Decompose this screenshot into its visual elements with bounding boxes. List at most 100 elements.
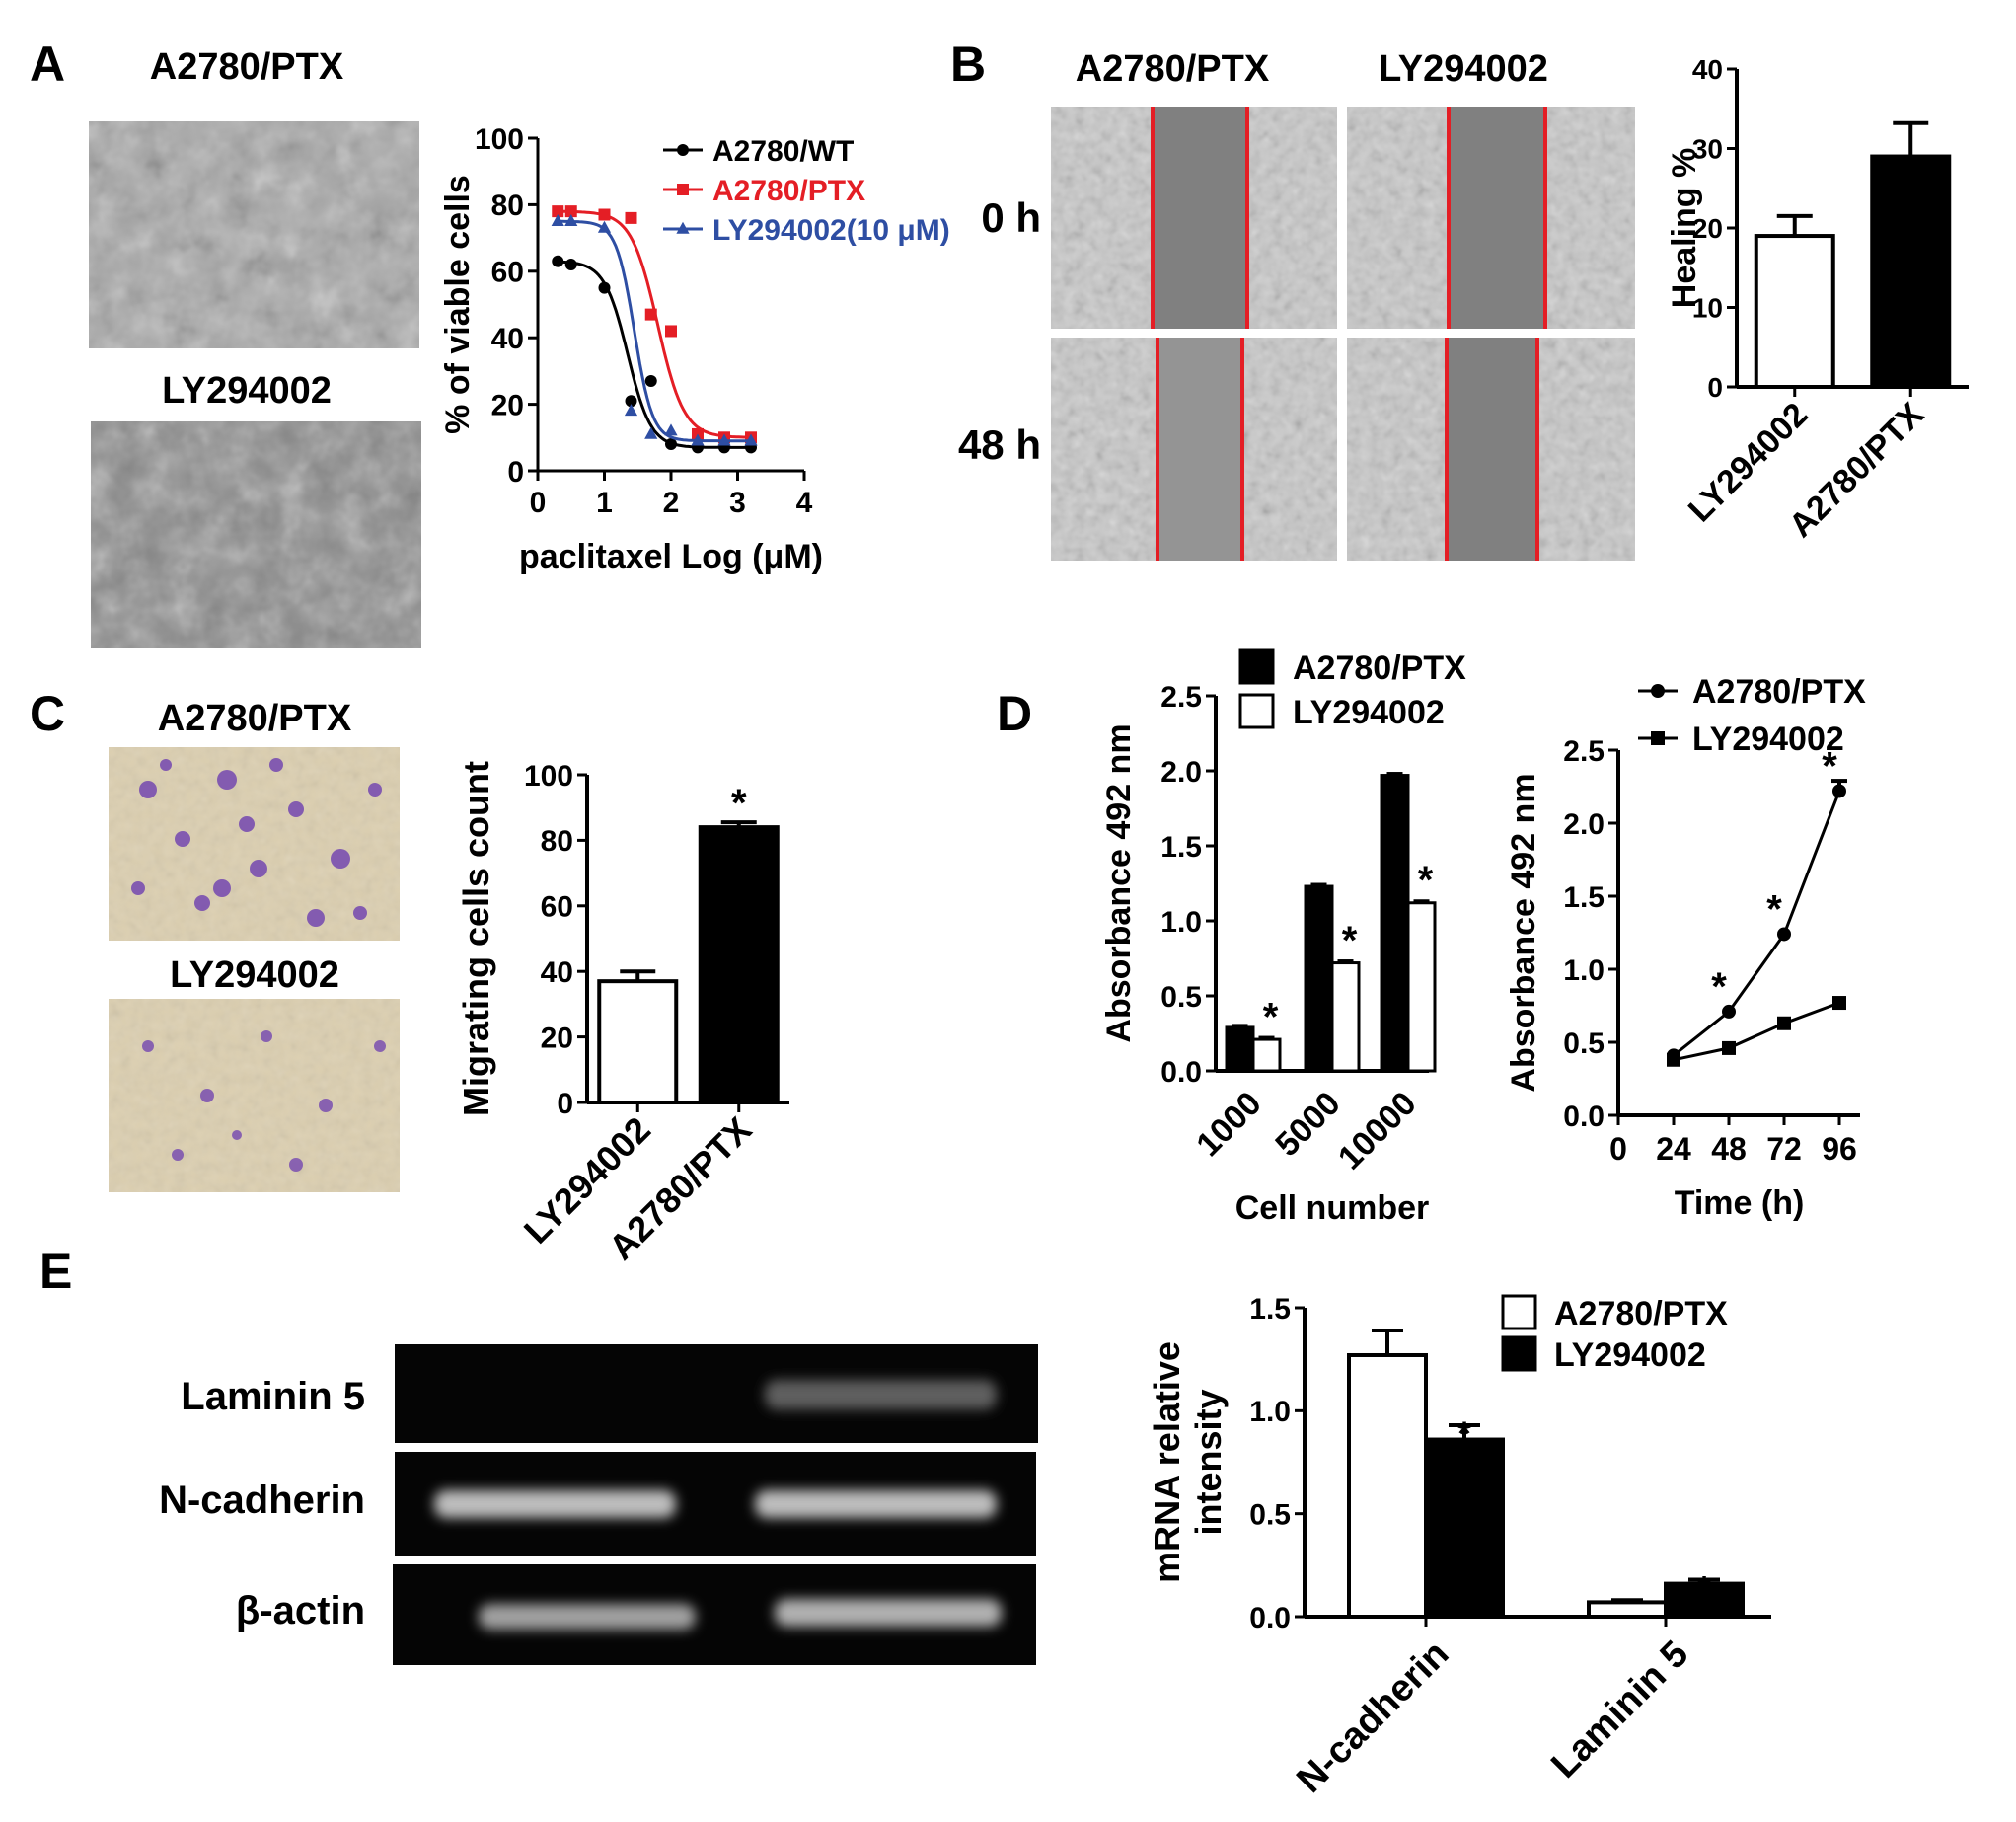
blot-label-ncadherin: N-cadherin — [159, 1479, 365, 1522]
x-axis-label: Cell number — [1235, 1189, 1429, 1227]
significance-mark: * — [1697, 1569, 1711, 1607]
blot-label-laminin: Laminin 5 — [181, 1375, 365, 1418]
bar-0 — [597, 979, 679, 1104]
gel-ncadherin — [395, 1452, 1036, 1556]
significance-mark: * — [1418, 859, 1434, 902]
legend-marker — [1651, 731, 1665, 745]
legend-label: A2780/PTX — [712, 175, 865, 207]
bar-0 — [1754, 234, 1835, 389]
legend-label: A2780/PTX — [1692, 673, 1866, 711]
legend-swatch — [1501, 1294, 1537, 1330]
micrograph-a-bottom — [91, 421, 421, 648]
y-tick-label: 40 — [541, 956, 573, 989]
bar-0-0 — [1347, 1352, 1428, 1619]
data-point — [1777, 1016, 1791, 1030]
x-tick-label: 96 — [1822, 1131, 1857, 1167]
y-tick-label: 0 — [557, 1088, 573, 1120]
panel-letter-d: D — [997, 686, 1032, 741]
bar-0-1 — [1587, 1600, 1668, 1619]
scratch-image-ly-0h — [1347, 107, 1635, 329]
x-tick-label: 4 — [796, 487, 813, 519]
data-point — [564, 205, 577, 218]
x-tick-label: Laminin 5 — [1543, 1633, 1696, 1786]
y-axis-label: Migrating cells count — [456, 761, 496, 1116]
legend-swatch — [1501, 1335, 1537, 1372]
legend-label: A2780/PTX — [1554, 1295, 1728, 1332]
image-row-label-48h: 48 h — [958, 421, 1041, 468]
y-tick-label: 100 — [524, 760, 573, 793]
y-tick-label: 1.0 — [1563, 954, 1605, 987]
y-tick-label: 80 — [541, 825, 573, 858]
significance-mark: * — [1822, 744, 1837, 788]
chart-d-time: 0.0 0.5 1.0 1.5 2.0 2.5 0 24 48 72 96 Absorbance 49… — [1505, 673, 1866, 1222]
x-axis-label: paclitaxel Log (μM) — [519, 538, 823, 575]
legend-label: LY294002 — [1554, 1336, 1706, 1374]
y-tick-label: 0.5 — [1563, 1027, 1605, 1060]
data-point — [597, 220, 612, 233]
bar-0-0 — [1225, 1025, 1255, 1073]
chart-a-dose-response: 0 20 40 60 80 100 0 1 2 3 4 % of viable cells paclit… — [439, 123, 950, 575]
y-tick-label: 2.0 — [1160, 756, 1202, 789]
y-tick-label: 40 — [1692, 54, 1723, 85]
image-column-label-1: A2780/PTX — [1076, 48, 1270, 90]
y-tick-label: 2.5 — [1160, 681, 1202, 714]
y-tick-label: 0.5 — [1249, 1498, 1291, 1531]
y-tick-label: 60 — [541, 891, 573, 924]
x-tick-label: 24 — [1656, 1131, 1691, 1167]
bar-1-1 — [1330, 961, 1361, 1073]
panel-a: A A2780/PTX LY294002 0 20 40 60 80 100 0 1 2 3 4 % … — [30, 37, 950, 648]
y-axis-label: Absorbance 492 nm — [1505, 773, 1542, 1092]
y-tick-label: 1.5 — [1160, 831, 1202, 864]
y-tick-label: 10 — [1692, 293, 1723, 324]
y-tick-label: 20 — [491, 389, 524, 421]
y-tick-label: 0.5 — [1160, 981, 1202, 1014]
y-tick-label: 30 — [1692, 134, 1723, 165]
data-point — [1722, 1040, 1736, 1055]
y-tick-label: 2.5 — [1563, 735, 1605, 768]
gel-laminin — [395, 1344, 1038, 1443]
data-point — [644, 375, 657, 388]
scratch-image-ptx-0h — [1051, 107, 1337, 329]
panel-d: D 0.0 0.5 1.0 1.5 2.0 2.5 Absorbance 492 nm Cel… — [997, 648, 1866, 1227]
bar-1-2 — [1406, 901, 1437, 1073]
data-point — [1667, 1052, 1680, 1067]
scratch-image-ly-48h — [1347, 338, 1635, 561]
panel-letter-e: E — [39, 1244, 72, 1299]
y-axis-label: Healing % — [1666, 148, 1703, 308]
data-point — [598, 208, 611, 221]
legend-marker — [677, 184, 689, 195]
y-axis-label: % of viable cells — [439, 175, 477, 434]
data-point — [1832, 784, 1846, 798]
y-tick-label: 0.0 — [1160, 1056, 1202, 1089]
significance-mark: * — [1457, 1415, 1471, 1453]
bar-1-1 — [1664, 1581, 1745, 1619]
data-point — [1832, 996, 1846, 1011]
bar-0-2 — [1380, 774, 1410, 1073]
image-label-c-ly294002: LY294002 — [170, 954, 339, 996]
y-tick-label: 20 — [1692, 213, 1723, 244]
image-column-label-2: LY294002 — [1379, 48, 1548, 90]
bar-1 — [698, 825, 780, 1104]
y-tick-label: 0 — [507, 456, 524, 489]
data-point — [624, 404, 638, 417]
panel-b: B A2780/PTX LY294002 0 h 48 h — [950, 37, 1969, 561]
y-axis-label-line: mRNA relative — [1147, 1341, 1187, 1583]
data-point — [1777, 927, 1791, 942]
x-tick-label: 72 — [1766, 1131, 1802, 1167]
data-point — [744, 433, 758, 446]
data-point — [644, 308, 657, 321]
panel-e: E Laminin 5 N-cadherin β-actin 0.0 0.5 1.0… — [39, 1244, 1771, 1801]
data-point — [665, 325, 677, 338]
y-tick-label: 20 — [541, 1022, 573, 1054]
y-tick-label: 1.5 — [1249, 1293, 1291, 1326]
series-line-1 — [1673, 1001, 1840, 1062]
y-tick-label: 0.0 — [1563, 1101, 1605, 1133]
significance-mark: * — [1711, 965, 1727, 1009]
y-tick-label: 0.0 — [1249, 1602, 1291, 1634]
blot-label-actin: β-actin — [236, 1589, 365, 1632]
y-tick-label: 40 — [491, 323, 524, 355]
y-tick-label: 100 — [475, 123, 524, 156]
transwell-image-ly — [109, 999, 400, 1192]
